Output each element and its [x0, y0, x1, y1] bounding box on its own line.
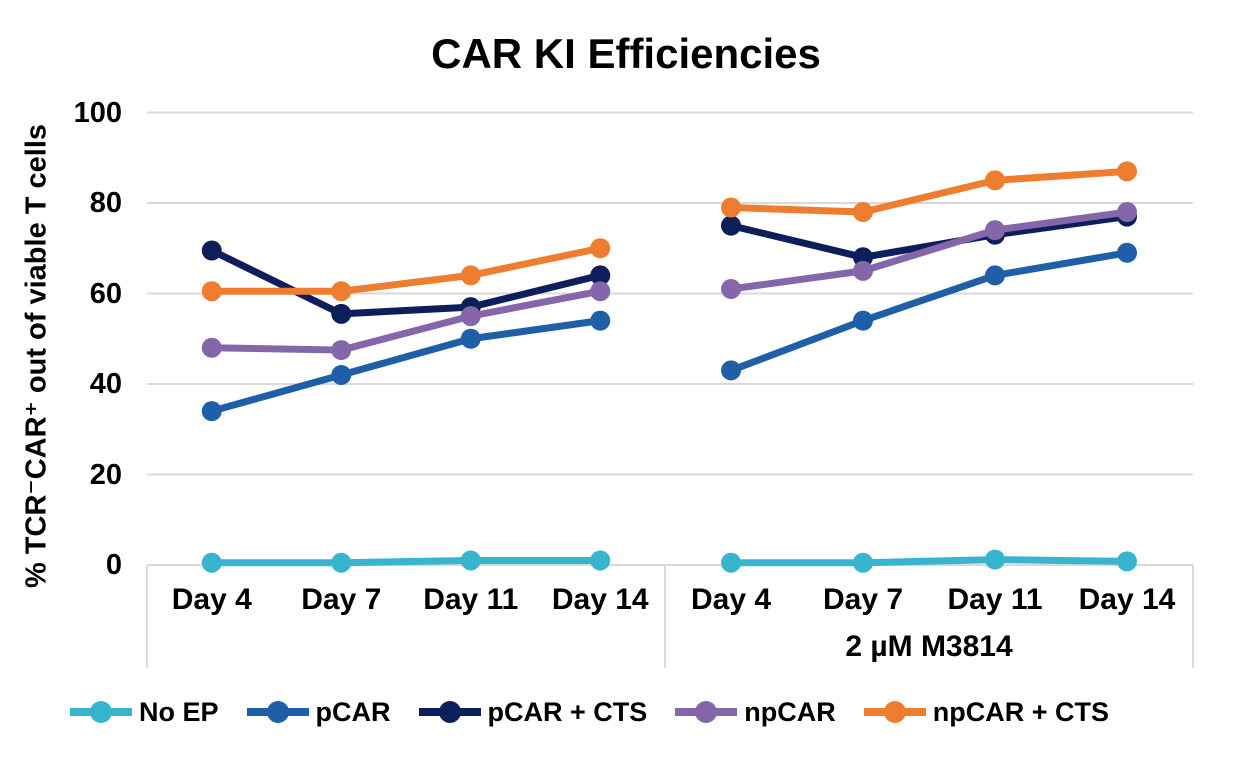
data-point [721, 197, 741, 218]
legend-dot [266, 701, 289, 723]
legend-dot [438, 701, 461, 723]
data-point [590, 238, 611, 259]
data-point [590, 550, 611, 571]
legend-item-npcar: npCAR [673, 694, 836, 730]
data-point [201, 552, 222, 573]
x-category-label: Day 11 [423, 583, 519, 616]
series-line-no-ep [208, 556, 604, 567]
data-point [460, 550, 481, 571]
data-point [331, 364, 352, 385]
data-point [201, 337, 222, 358]
legend-line-marker-icon [246, 701, 309, 723]
legend-line-marker-icon [418, 701, 481, 723]
data-point [590, 310, 611, 331]
series-line-pcar-cts [727, 213, 1131, 261]
legend-dot [883, 701, 906, 723]
data-point [331, 552, 352, 573]
series-line-no-ep [727, 556, 1131, 567]
y-tick-label: 60 [89, 277, 122, 310]
y-tick-label: 80 [89, 187, 122, 219]
x-category-label: Day 14 [1078, 583, 1176, 616]
chart-title: CAR KI Efficiencies [431, 30, 821, 77]
x-category-label: Day 4 [690, 583, 772, 616]
legend-item-pcar: pCAR [245, 694, 391, 730]
data-point [853, 260, 873, 281]
legend-item-npcar-cts: npCAR + CTS [862, 694, 1109, 730]
x-category-label: Day 4 [171, 583, 252, 616]
x-category-label: Day 11 [947, 583, 1043, 616]
data-point [1117, 202, 1137, 223]
legend-label: No EP [139, 696, 219, 727]
data-point [1117, 161, 1137, 182]
series-line-pcar-cts [208, 247, 604, 318]
data-point [853, 310, 873, 331]
data-point [985, 549, 1005, 570]
legend-item-pcar-cts: pCAR + CTS [417, 694, 648, 730]
data-point [331, 303, 352, 324]
legend-line-marker-icon [70, 701, 132, 723]
data-point [460, 306, 481, 327]
y-tick-label: 40 [89, 368, 122, 400]
y-tick-label: 0 [105, 549, 122, 581]
data-point [590, 265, 611, 286]
x-category-label: Day 7 [822, 583, 904, 616]
data-point [853, 552, 873, 573]
series-line-npcar-cts [727, 167, 1131, 216]
x-category-label: Day 14 [551, 583, 649, 616]
panel-label: 2 µM M3814 [845, 630, 1013, 663]
x-category-label: Day 7 [301, 583, 382, 616]
legend-item-no-ep: No EP [68, 694, 219, 730]
data-point [721, 552, 741, 573]
legend-label: npCAR + CTS [932, 696, 1110, 727]
series-line-npcar [208, 287, 604, 354]
series-line-pcar [727, 249, 1131, 374]
data-point [1117, 551, 1137, 572]
legend-dot [90, 701, 112, 723]
data-point [331, 340, 352, 361]
data-point [721, 360, 741, 381]
data-point [853, 202, 873, 223]
data-point [460, 265, 481, 286]
series-line-npcar-cts [208, 244, 604, 295]
legend-label: pCAR + CTS [487, 696, 648, 727]
data-point [985, 220, 1005, 241]
data-point [1117, 242, 1137, 263]
legend-dot [695, 701, 718, 723]
y-tick-label: 20 [89, 458, 122, 491]
series-line-npcar [727, 208, 1131, 293]
series-line-pcar [208, 317, 604, 415]
data-point [201, 401, 222, 422]
data-point [201, 240, 222, 261]
data-point [985, 170, 1005, 191]
data-point [331, 281, 352, 302]
data-point [721, 215, 741, 236]
legend-line-marker-icon [675, 701, 738, 723]
legend: No EP pCAR pCAR + CTS npCAR npCAR + CTS [68, 694, 1109, 730]
data-point [590, 281, 611, 302]
data-point [985, 265, 1005, 286]
y-tick-label: 100 [73, 96, 122, 129]
legend-label: pCAR [315, 696, 391, 727]
legend-label: npCAR [744, 696, 836, 727]
data-point [721, 278, 741, 299]
legend-line-marker-icon [863, 701, 926, 723]
data-point [460, 328, 481, 349]
data-point [201, 281, 222, 302]
